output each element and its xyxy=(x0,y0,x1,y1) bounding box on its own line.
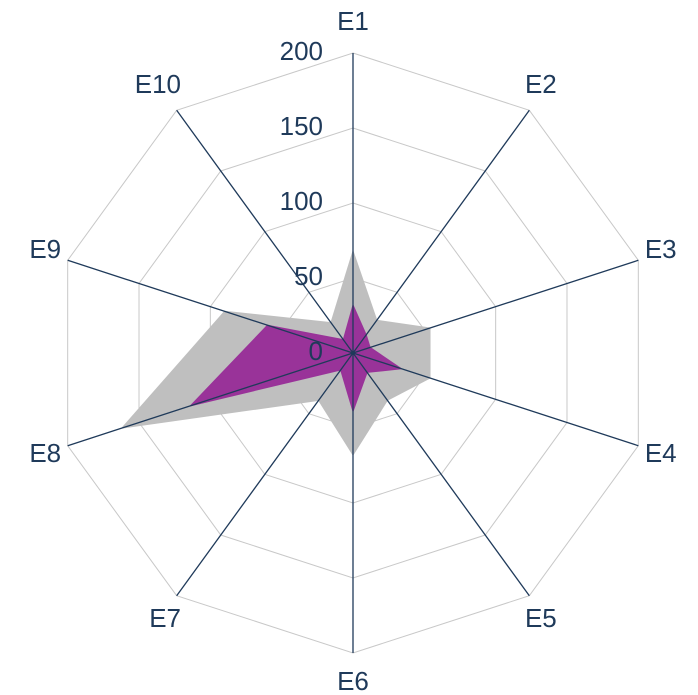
tick-label: 0 xyxy=(309,336,323,366)
axis-line xyxy=(352,352,530,597)
axis-line xyxy=(352,352,639,447)
axis-line xyxy=(352,109,530,354)
axis-label: E9 xyxy=(29,234,61,264)
axis-line xyxy=(176,352,354,597)
axis-line xyxy=(352,259,639,354)
axis-label: E10 xyxy=(135,69,181,99)
axis-label: E3 xyxy=(645,234,677,264)
axis-label: E1 xyxy=(337,6,369,36)
tick-label: 100 xyxy=(280,186,323,216)
axis-label: E2 xyxy=(525,69,557,99)
axis-label: E8 xyxy=(29,438,61,468)
axis-label: E5 xyxy=(525,603,557,633)
axis-label: E7 xyxy=(149,603,181,633)
axis-line xyxy=(176,109,354,354)
tick-label: 200 xyxy=(280,36,323,66)
axis-label: E4 xyxy=(645,438,677,468)
axis-line xyxy=(67,259,354,354)
axis-label: E6 xyxy=(337,666,369,695)
tick-label: 150 xyxy=(280,111,323,141)
axis-line xyxy=(67,352,354,447)
tick-label: 50 xyxy=(294,261,323,291)
